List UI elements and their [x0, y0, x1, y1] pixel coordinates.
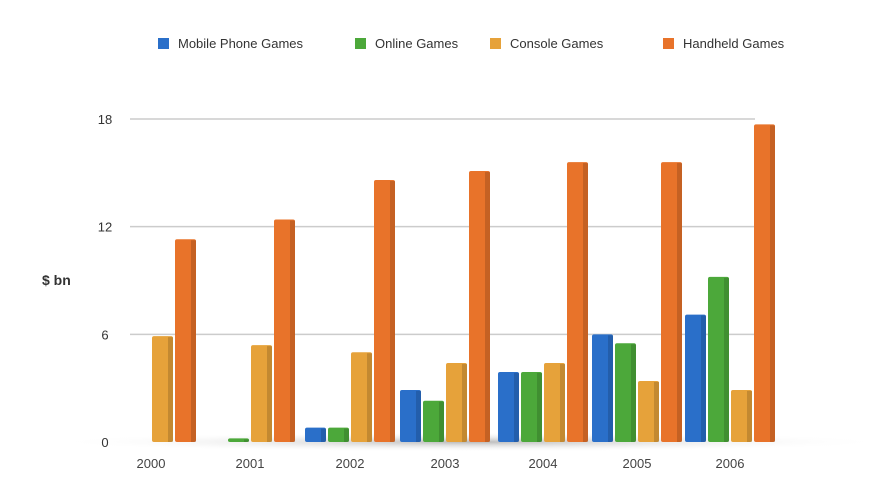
bar-online-games-2002	[328, 427, 349, 442]
bar-side-shade	[583, 163, 588, 443]
bar-side-shade	[701, 315, 706, 442]
bar-side-shade	[416, 390, 421, 442]
bar-mobile-phone-games-2006	[685, 314, 706, 442]
legend-swatch	[663, 38, 674, 49]
bar-mobile-phone-games-2002	[305, 427, 326, 442]
legend-swatch	[490, 38, 501, 49]
y-tick-label: 12	[98, 220, 112, 235]
bar-console-games-2005	[638, 380, 659, 442]
bar-console-games-2006	[731, 389, 752, 442]
x-tick-label: 2004	[529, 456, 558, 471]
legend-label: Mobile Phone Games	[178, 36, 304, 51]
x-tick-label: 2002	[336, 456, 365, 471]
bar-mobile-phone-games-2004	[498, 372, 519, 442]
bar-console-games-2001	[251, 345, 272, 442]
bar-side-shade	[608, 335, 613, 442]
bar-side-shade	[244, 439, 249, 442]
legend-swatch	[355, 38, 366, 49]
bar-side-shade	[267, 346, 272, 442]
bar-online-games-2006	[708, 276, 729, 442]
x-tick-label: 2001	[236, 456, 265, 471]
bar-side-shade	[191, 240, 196, 442]
y-tick-label: 6	[101, 327, 108, 342]
x-tick-label: 2003	[431, 456, 460, 471]
bar-side-shade	[439, 401, 444, 442]
bar-handheld-games-2006	[754, 124, 775, 442]
legend-label: Online Games	[375, 36, 459, 51]
bar-side-shade	[462, 364, 467, 442]
bar-side-shade	[631, 344, 636, 442]
bar-handheld-games-2001	[274, 219, 295, 442]
bar-side-shade	[485, 172, 490, 443]
bar-console-games-2003	[446, 363, 467, 442]
x-tick-label: 2006	[716, 456, 745, 471]
bar-side-shade	[514, 373, 519, 442]
bar-side-shade	[290, 220, 295, 442]
bar-side-shade	[724, 277, 729, 442]
bar-side-shade	[168, 337, 173, 442]
bar-side-shade	[390, 181, 395, 442]
bar-side-shade	[367, 353, 372, 442]
bar-mobile-phone-games-2003	[400, 389, 421, 442]
bar-side-shade	[537, 373, 542, 442]
bar-side-shade	[747, 390, 752, 442]
legend-label: Console Games	[510, 36, 604, 51]
bar-online-games-2003	[423, 400, 444, 442]
bar-online-games-2001	[228, 438, 249, 442]
bar-side-shade	[654, 381, 659, 442]
bar-handheld-games-2005	[661, 162, 682, 443]
bar-handheld-games-2002	[374, 180, 395, 442]
bar-side-shade	[677, 163, 682, 443]
y-tick-label: 18	[98, 112, 112, 127]
bar-handheld-games-2003	[469, 171, 490, 443]
bar-side-shade	[770, 125, 775, 442]
y-tick-label: 0	[101, 435, 108, 450]
bar-console-games-2002	[351, 352, 372, 442]
legend-swatch	[158, 38, 169, 49]
y-axis-label: $ bn	[42, 272, 71, 288]
x-tick-label: 2005	[623, 456, 652, 471]
bar-handheld-games-2004	[567, 162, 588, 443]
bar-console-games-2004	[544, 363, 565, 442]
bar-side-shade	[560, 364, 565, 442]
bar-console-games-2000	[152, 336, 173, 442]
bar-side-shade	[344, 428, 349, 442]
bar-side-shade	[321, 428, 326, 442]
bar-online-games-2005	[615, 343, 636, 442]
bar-handheld-games-2000	[175, 239, 196, 442]
bar-online-games-2004	[521, 372, 542, 442]
bar-mobile-phone-games-2005	[592, 334, 613, 442]
x-tick-label: 2000	[137, 456, 166, 471]
legend-label: Handheld Games	[683, 36, 785, 51]
